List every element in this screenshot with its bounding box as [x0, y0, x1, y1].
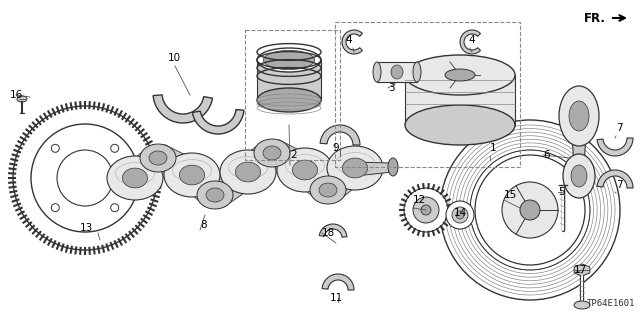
Circle shape — [413, 197, 439, 223]
Polygon shape — [151, 145, 198, 189]
Ellipse shape — [277, 148, 333, 192]
Circle shape — [13, 106, 157, 250]
Polygon shape — [239, 141, 282, 184]
Ellipse shape — [107, 156, 163, 200]
Circle shape — [456, 211, 464, 219]
Circle shape — [111, 204, 118, 212]
Polygon shape — [597, 170, 633, 188]
Bar — [377, 62, 417, 82]
Text: TP64E1601: TP64E1601 — [587, 299, 635, 308]
Polygon shape — [574, 264, 590, 276]
Polygon shape — [125, 147, 168, 189]
Ellipse shape — [220, 150, 276, 194]
Polygon shape — [460, 30, 481, 54]
Ellipse shape — [571, 165, 587, 187]
Circle shape — [51, 144, 60, 152]
Bar — [335, 22, 520, 167]
Text: 12: 12 — [413, 195, 426, 205]
Text: 8: 8 — [200, 220, 207, 230]
Bar — [245, 30, 340, 160]
Ellipse shape — [310, 176, 346, 204]
Ellipse shape — [263, 146, 281, 160]
Text: 4: 4 — [345, 35, 351, 45]
Text: 15: 15 — [504, 190, 517, 200]
Ellipse shape — [257, 48, 321, 72]
Polygon shape — [295, 159, 338, 201]
Ellipse shape — [164, 153, 220, 197]
Text: 14: 14 — [454, 208, 467, 218]
Text: 3: 3 — [388, 83, 395, 93]
Ellipse shape — [405, 55, 515, 95]
Ellipse shape — [122, 168, 148, 188]
Ellipse shape — [342, 158, 367, 178]
Text: 2: 2 — [290, 150, 296, 160]
Circle shape — [31, 124, 139, 232]
Polygon shape — [322, 274, 354, 290]
Polygon shape — [265, 140, 312, 183]
Text: 17: 17 — [574, 265, 588, 275]
Polygon shape — [319, 156, 364, 202]
Polygon shape — [355, 162, 393, 176]
Text: 16: 16 — [10, 90, 23, 100]
Polygon shape — [597, 138, 633, 156]
Ellipse shape — [388, 158, 398, 176]
Ellipse shape — [569, 101, 589, 131]
Ellipse shape — [559, 86, 599, 146]
Ellipse shape — [292, 160, 317, 180]
Ellipse shape — [445, 69, 475, 81]
Circle shape — [404, 188, 448, 232]
Ellipse shape — [574, 301, 590, 309]
Polygon shape — [207, 160, 257, 207]
Ellipse shape — [319, 183, 337, 197]
Ellipse shape — [236, 162, 260, 182]
Text: 1: 1 — [490, 143, 497, 153]
Text: 4: 4 — [468, 35, 475, 45]
Bar — [257, 60, 321, 100]
Ellipse shape — [149, 151, 167, 165]
Circle shape — [440, 120, 620, 300]
Circle shape — [452, 207, 468, 223]
Ellipse shape — [257, 88, 321, 112]
Polygon shape — [320, 125, 360, 145]
Text: 9: 9 — [332, 143, 339, 153]
Ellipse shape — [391, 65, 403, 79]
Polygon shape — [342, 30, 362, 54]
Ellipse shape — [254, 139, 290, 167]
Polygon shape — [319, 224, 347, 237]
Ellipse shape — [206, 188, 224, 202]
Text: 7: 7 — [616, 180, 623, 190]
Polygon shape — [153, 95, 212, 123]
Text: 18: 18 — [322, 228, 335, 238]
Ellipse shape — [327, 146, 383, 190]
Circle shape — [57, 150, 113, 206]
Polygon shape — [193, 109, 244, 134]
Circle shape — [51, 204, 60, 212]
Ellipse shape — [563, 154, 595, 198]
Text: 13: 13 — [80, 223, 93, 233]
Circle shape — [520, 200, 540, 220]
Text: 6: 6 — [543, 150, 550, 160]
Ellipse shape — [179, 165, 205, 185]
Ellipse shape — [264, 50, 315, 70]
Text: 10: 10 — [168, 53, 181, 63]
Ellipse shape — [197, 181, 233, 209]
Ellipse shape — [17, 96, 27, 102]
Polygon shape — [182, 164, 225, 206]
Polygon shape — [572, 133, 586, 168]
Text: FR.: FR. — [584, 11, 606, 25]
Circle shape — [502, 182, 558, 238]
Text: 7: 7 — [616, 123, 623, 133]
Ellipse shape — [373, 62, 381, 82]
Circle shape — [421, 205, 431, 215]
Circle shape — [111, 144, 118, 152]
Bar — [405, 75, 515, 125]
Text: 11: 11 — [330, 293, 343, 303]
Ellipse shape — [405, 105, 515, 145]
Ellipse shape — [413, 62, 421, 82]
Circle shape — [446, 201, 474, 229]
Ellipse shape — [140, 144, 176, 172]
Text: 5: 5 — [558, 187, 564, 197]
